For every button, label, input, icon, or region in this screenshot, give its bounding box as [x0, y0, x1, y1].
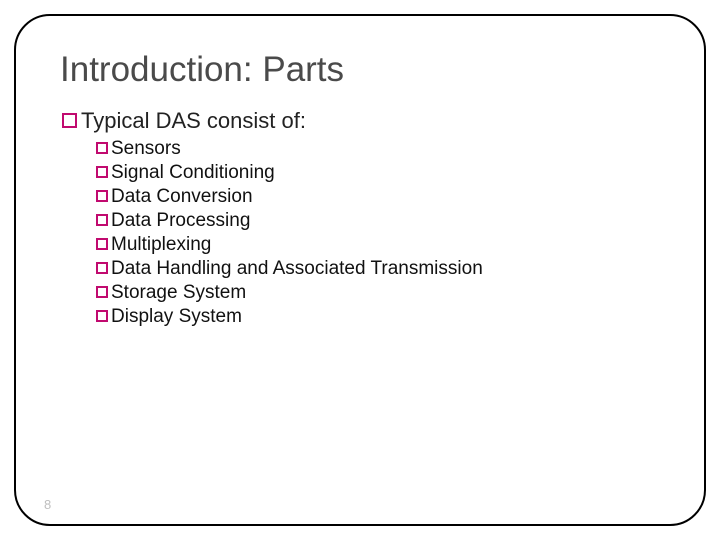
bullet-level2: Data Handling and Associated Transmissio… — [96, 258, 660, 280]
bullet-level2: Data Conversion — [96, 186, 660, 208]
bullet-level2: Display System — [96, 306, 660, 328]
bullet-level2-list: SensorsSignal ConditioningData Conversio… — [96, 138, 660, 328]
bullet-level2-text: Data Processing — [111, 210, 250, 232]
bullet-level2-text: Data Handling and Associated Transmissio… — [111, 258, 483, 280]
square-bullet-icon — [96, 214, 108, 226]
bullet-level2-text: Multiplexing — [111, 234, 211, 256]
bullet-level1-text: Typical DAS consist of: — [81, 108, 306, 134]
bullet-level2: Storage System — [96, 282, 660, 304]
bullet-level2-text: Storage System — [111, 282, 246, 304]
square-bullet-icon — [96, 142, 108, 154]
bullet-level1-row: Typical DAS consist of: — [62, 108, 660, 134]
slide-frame: Introduction: Parts Typical DAS consist … — [14, 14, 706, 526]
bullet-level2-text: Sensors — [111, 138, 181, 160]
square-bullet-icon — [62, 113, 77, 128]
slide-title: Introduction: Parts — [60, 50, 660, 90]
page-number: 8 — [44, 497, 51, 512]
square-bullet-icon — [96, 262, 108, 274]
bullet-level2: Multiplexing — [96, 234, 660, 256]
bullet-level2: Signal Conditioning — [96, 162, 660, 184]
square-bullet-icon — [96, 238, 108, 250]
bullet-level2-text: Display System — [111, 306, 242, 328]
square-bullet-icon — [96, 310, 108, 322]
square-bullet-icon — [96, 190, 108, 202]
bullet-level1: Typical DAS consist of: SensorsSignal Co… — [62, 108, 660, 328]
square-bullet-icon — [96, 166, 108, 178]
bullet-level2: Data Processing — [96, 210, 660, 232]
bullet-level2-text: Data Conversion — [111, 186, 253, 208]
bullet-level2: Sensors — [96, 138, 660, 160]
bullet-level2-text: Signal Conditioning — [111, 162, 275, 184]
square-bullet-icon — [96, 286, 108, 298]
